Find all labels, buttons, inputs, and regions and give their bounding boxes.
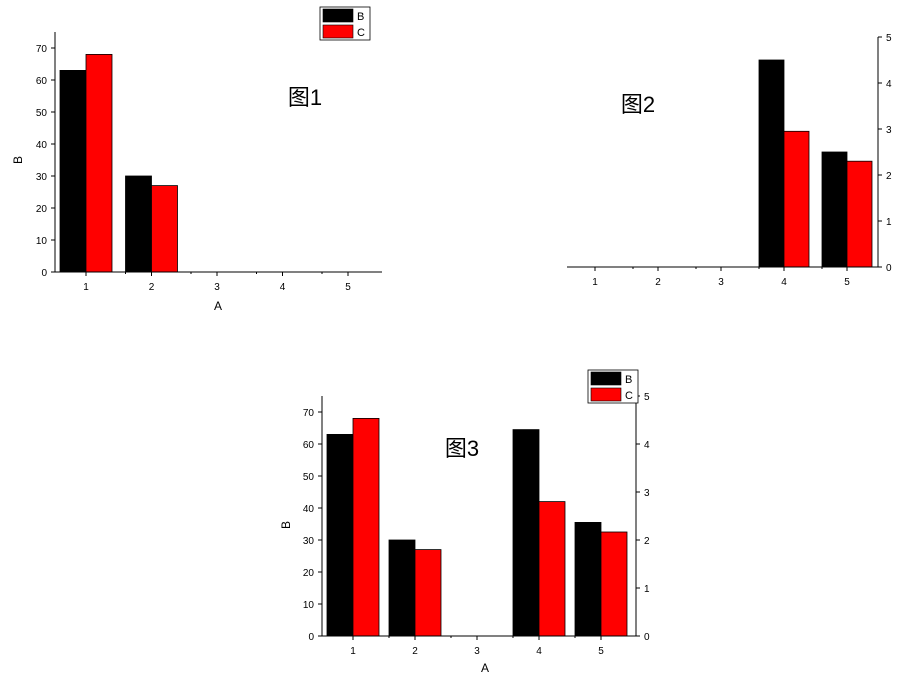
bar-series-c-cat-1 bbox=[85, 54, 113, 273]
y-tick-label: 50 bbox=[36, 108, 48, 119]
bar-series-b-cat-5 bbox=[821, 151, 848, 268]
x-tick-label: 3 bbox=[214, 282, 220, 293]
bar-series-c-cat-2 bbox=[151, 185, 178, 273]
y-tick-label: 50 bbox=[303, 472, 315, 483]
x-tick-label: 5 bbox=[598, 646, 604, 657]
x-tick-label: 1 bbox=[592, 277, 598, 288]
x-tick-label: 4 bbox=[781, 277, 787, 288]
chart-title: 图1 bbox=[288, 85, 322, 110]
y2-tick-label: 3 bbox=[886, 125, 892, 136]
legend: BC bbox=[319, 6, 371, 41]
x-tick-label: 2 bbox=[655, 277, 661, 288]
y-tick-label: 40 bbox=[36, 140, 48, 151]
chart-title: 图2 bbox=[621, 92, 655, 117]
y2-tick-label: 5 bbox=[644, 392, 650, 403]
x-tick-label: 1 bbox=[83, 282, 89, 293]
bar-series-b-cat-1 bbox=[326, 433, 354, 637]
bar-series-b-cat-2 bbox=[388, 539, 416, 637]
bar-series-c-cat-2 bbox=[414, 549, 442, 637]
y2-tick-label: 0 bbox=[644, 632, 650, 643]
legend: BC bbox=[587, 369, 639, 404]
legend-label-c: C bbox=[625, 390, 633, 402]
y-tick-label: 20 bbox=[36, 204, 48, 215]
x-tick-label: 3 bbox=[474, 646, 480, 657]
y-tick-label: 10 bbox=[36, 236, 48, 247]
y2-tick-label: 3 bbox=[644, 488, 650, 499]
y2-tick-label: 1 bbox=[644, 584, 650, 595]
y-tick-label: 40 bbox=[303, 504, 315, 515]
bar-series-b-cat-1 bbox=[59, 70, 87, 273]
y-tick-label: 0 bbox=[308, 632, 314, 643]
legend-swatch-c bbox=[590, 387, 622, 402]
y-tick-label: 0 bbox=[41, 268, 47, 279]
y-axis-label: B bbox=[11, 156, 25, 164]
chart-panel-2: 1 2 3 4 5 0 1 2 3 4 5 图2 bbox=[567, 33, 892, 288]
x-axis-label: A bbox=[214, 299, 222, 313]
legend-label-c: C bbox=[357, 27, 365, 39]
legend-label-b: B bbox=[357, 11, 364, 23]
x-tick-label: 2 bbox=[412, 646, 418, 657]
y2-tick-label: 1 bbox=[886, 217, 892, 228]
x-tick-label: 3 bbox=[718, 277, 724, 288]
y-tick-label: 10 bbox=[303, 600, 315, 611]
y2-tick-label: 4 bbox=[644, 440, 650, 451]
legend-label-b: B bbox=[625, 374, 632, 386]
x-tick-label: 4 bbox=[280, 282, 286, 293]
bar-series-b-cat-4 bbox=[758, 59, 785, 268]
x-tick-label: 1 bbox=[350, 646, 356, 657]
y-tick-label: 30 bbox=[36, 172, 48, 183]
bar-series-c-cat-5 bbox=[846, 160, 873, 268]
bar-series-c-cat-5 bbox=[600, 531, 628, 637]
y-tick-label: 30 bbox=[303, 536, 315, 547]
bar-series-c-cat-4 bbox=[538, 501, 566, 637]
y2-tick-label: 2 bbox=[644, 536, 650, 547]
x-tick-label: 5 bbox=[844, 277, 850, 288]
bar-series-b-cat-5 bbox=[574, 522, 602, 637]
y2-tick-label: 2 bbox=[886, 171, 892, 182]
legend-swatch-c bbox=[322, 24, 354, 39]
legend-swatch-b bbox=[322, 8, 354, 23]
y2-tick-label: 0 bbox=[886, 263, 892, 274]
y2-tick-label: 5 bbox=[886, 33, 892, 44]
bar-series-c-cat-4 bbox=[783, 130, 810, 268]
chart-title: 图3 bbox=[445, 436, 479, 461]
x-tick-label: 4 bbox=[536, 646, 542, 657]
legend-swatch-b bbox=[590, 371, 622, 386]
bar-series-b-cat-2 bbox=[125, 175, 152, 273]
x-axis-label: A bbox=[481, 661, 489, 675]
bar-series-c-cat-1 bbox=[352, 417, 380, 637]
y2-tick-label: 4 bbox=[886, 79, 892, 90]
y-axis-label: B bbox=[279, 521, 293, 529]
y-tick-label: 20 bbox=[303, 568, 315, 579]
x-tick-label: 5 bbox=[345, 282, 351, 293]
y-tick-label: 60 bbox=[303, 440, 315, 451]
y-tick-label: 60 bbox=[36, 76, 48, 87]
y-tick-label: 70 bbox=[303, 408, 315, 419]
bar-series-b-cat-4 bbox=[512, 429, 540, 637]
x-tick-label: 2 bbox=[149, 282, 155, 293]
y-tick-label: 70 bbox=[36, 44, 48, 55]
